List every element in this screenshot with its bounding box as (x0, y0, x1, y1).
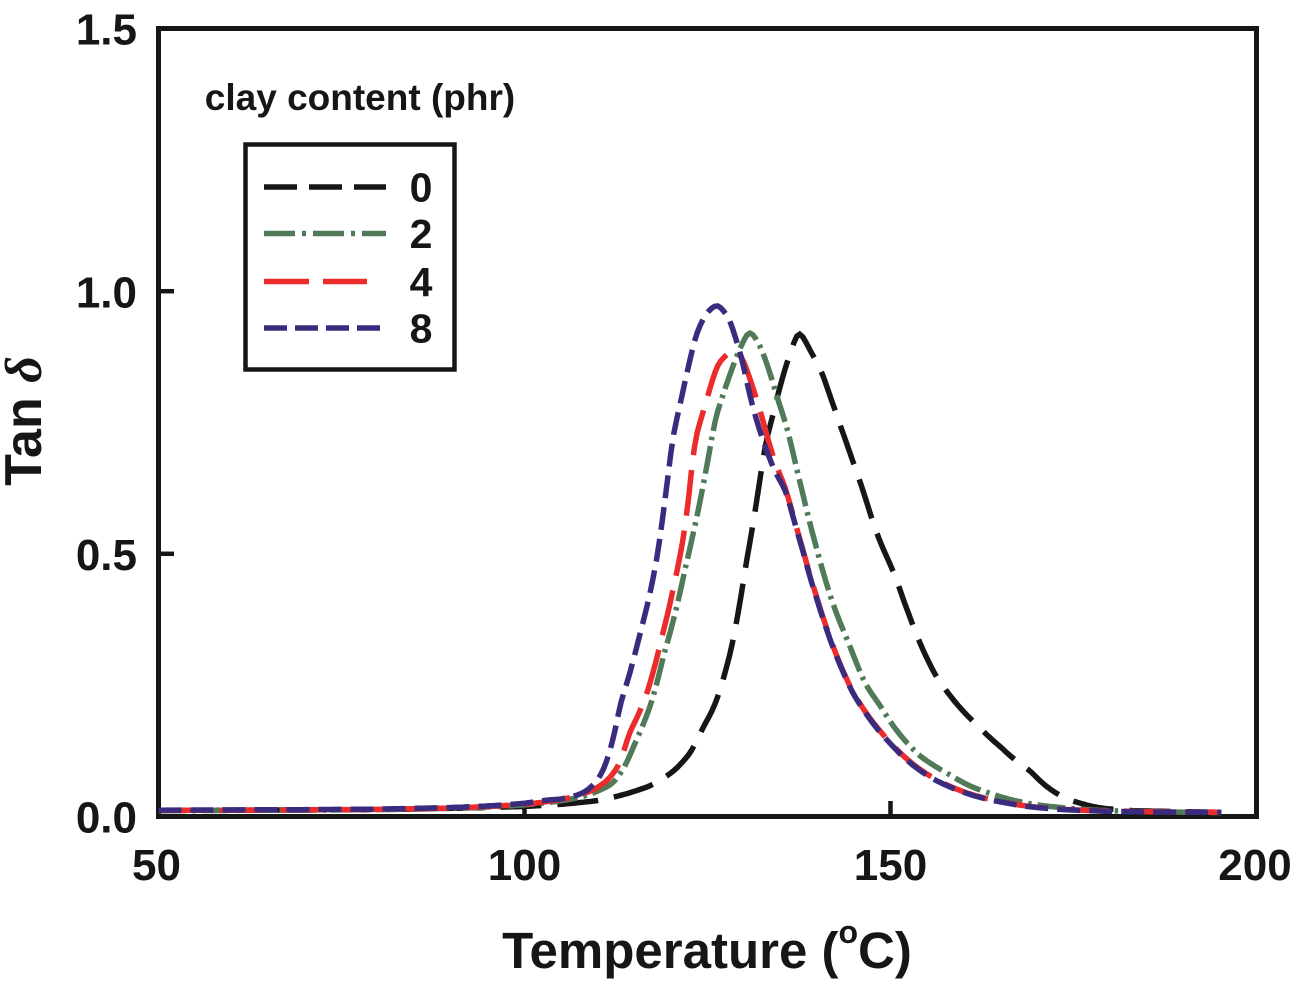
svg-text:clay content (phr): clay content (phr) (205, 77, 515, 118)
svg-text:0.5: 0.5 (76, 531, 137, 580)
svg-text:1.5: 1.5 (76, 6, 137, 55)
svg-text:8: 8 (410, 306, 433, 352)
svg-text:4: 4 (410, 259, 433, 305)
svg-text:50: 50 (132, 841, 181, 890)
svg-text:Tan δ: Tan δ (0, 356, 53, 486)
svg-text:Temperature (oC): Temperature (oC) (502, 914, 912, 979)
svg-text:0: 0 (410, 165, 433, 211)
svg-text:1.0: 1.0 (76, 268, 137, 317)
svg-text:0.0: 0.0 (76, 794, 137, 843)
svg-text:100: 100 (488, 841, 561, 890)
svg-text:150: 150 (854, 841, 927, 890)
svg-text:2: 2 (410, 211, 433, 257)
svg-text:200: 200 (1218, 841, 1291, 890)
